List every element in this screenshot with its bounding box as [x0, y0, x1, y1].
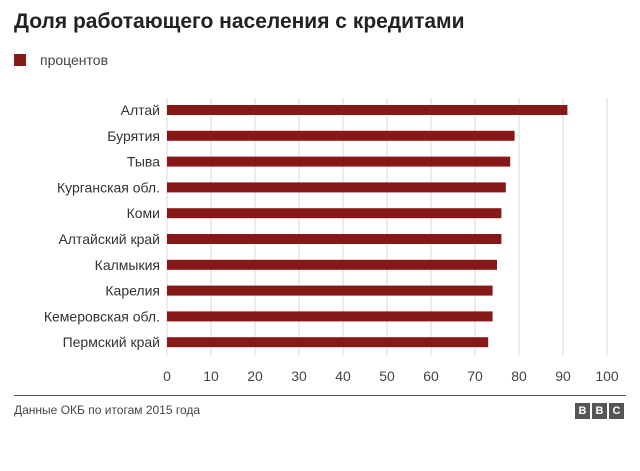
bar-3: [167, 182, 506, 193]
bars: [167, 105, 568, 348]
x-tick-label: 70: [467, 368, 483, 384]
bbc-logo: B B C: [575, 403, 624, 419]
legend: процентов: [14, 52, 108, 68]
legend-label: процентов: [40, 52, 109, 68]
bar-9: [167, 337, 489, 348]
bar-8: [167, 311, 493, 322]
footer-divider: [14, 395, 626, 396]
category-label: Кемеровская обл.: [44, 308, 160, 324]
x-tick-label: 100: [595, 368, 619, 384]
legend-swatch: [14, 54, 26, 66]
category-label: Курганская обл.: [57, 179, 160, 195]
x-tick-label: 20: [247, 368, 263, 384]
bar-6: [167, 259, 497, 270]
x-tick-label: 40: [335, 368, 351, 384]
category-labels: Алтай Бурятия Тыва Курганская обл. Коми Алтай…: [44, 102, 160, 350]
category-label: Тыва: [127, 154, 160, 170]
category-label: Коми: [127, 205, 160, 221]
bar-2: [167, 156, 511, 167]
category-label: Алтайский край: [58, 231, 160, 247]
bar-7: [167, 285, 493, 296]
bar-1: [167, 130, 515, 141]
category-label: Калмыкия: [95, 257, 160, 273]
x-tick-labels: 0 10 20 30 40 50 60 70 80 90 100: [163, 368, 619, 384]
bar-4: [167, 208, 502, 219]
logo-letter-c: C: [609, 403, 624, 419]
chart-title: Доля работающего населения с кредитами: [14, 10, 465, 33]
category-label: Алтай: [121, 102, 160, 118]
bar-chart: Алтай Бурятия Тыва Курганская обл. Коми Алтай…: [44, 98, 619, 384]
category-label: Пермский край: [63, 334, 160, 350]
x-tick-label: 10: [203, 368, 219, 384]
x-tick-label: 80: [511, 368, 527, 384]
source-note: Данные ОКБ по итогам 2015 года: [14, 403, 201, 417]
category-label: Бурятия: [107, 128, 160, 144]
x-tick-label: 90: [555, 368, 571, 384]
x-tick-label: 50: [379, 368, 395, 384]
x-tick-label: 60: [423, 368, 439, 384]
x-tick-label: 0: [163, 368, 171, 384]
logo-letter-b2: B: [592, 403, 607, 419]
x-tick-label: 30: [291, 368, 307, 384]
bar-5: [167, 234, 502, 244]
logo-letter-b1: B: [575, 403, 590, 419]
category-label: Карелия: [105, 283, 160, 299]
bar-0: [167, 105, 568, 115]
